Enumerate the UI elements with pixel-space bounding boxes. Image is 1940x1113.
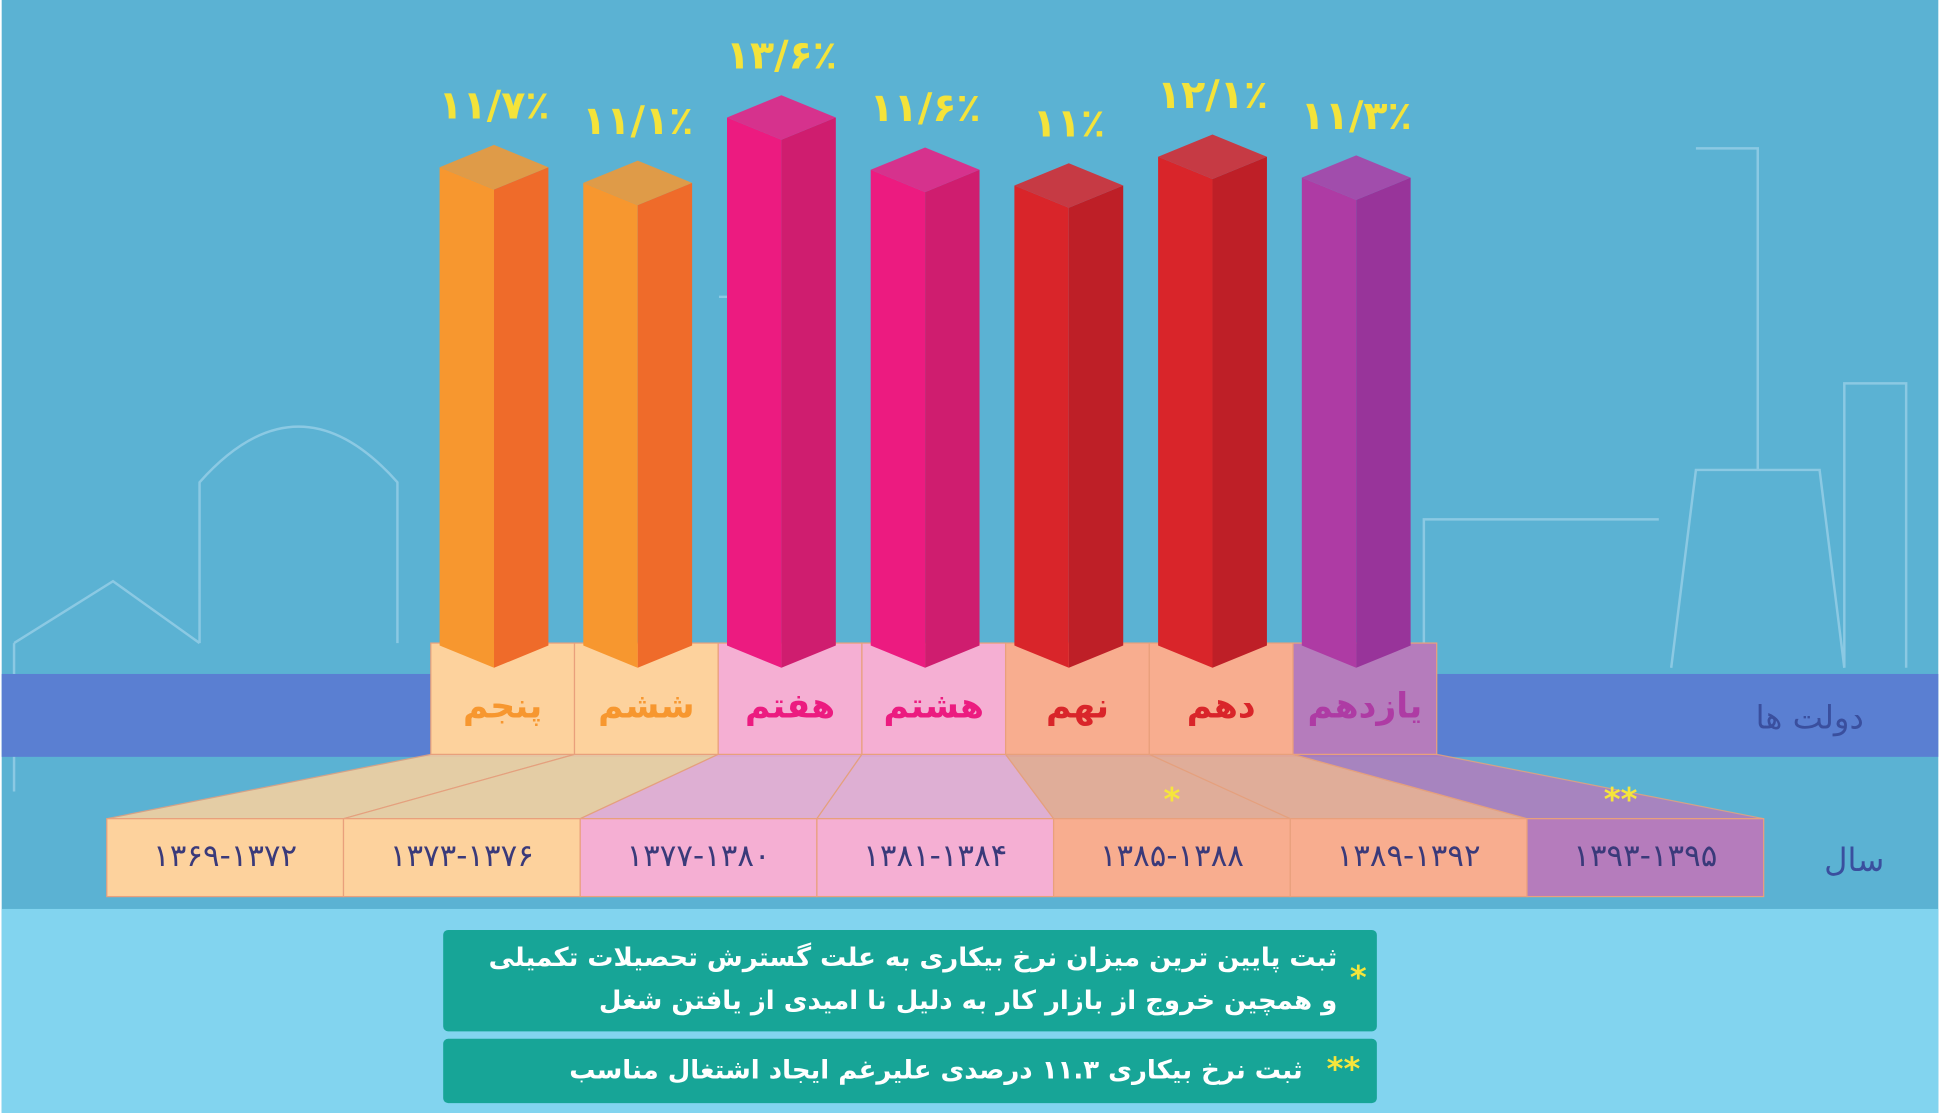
note-box: * ثبت پایین ترین میزان نرخ بیکاری به علت… [443, 929, 1377, 1032]
bar-side [637, 182, 693, 668]
value-label: ۱۱/۶٪ [870, 85, 981, 131]
bar-side [925, 169, 980, 668]
bar-side [781, 117, 836, 668]
bar-front [1014, 185, 1069, 668]
row-label: دولت ها [1756, 699, 1864, 737]
bar [1158, 134, 1267, 668]
x-tick-label: ۱۳۷۳-۱۳۷۶ [390, 838, 534, 874]
bar [726, 95, 836, 668]
bar-top [1301, 155, 1411, 200]
bar-front [583, 182, 638, 668]
bar-side [494, 167, 549, 668]
bar-top [439, 144, 549, 190]
bar [1301, 155, 1411, 668]
note-text: ثبت پایین ترین میزان نرخ بیکاری به علت گ… [489, 942, 1338, 973]
category-label: دهم [1187, 686, 1256, 726]
row-label: سال [1824, 841, 1884, 879]
note-text: و همچین خروج از بازار کار به دلیل نا امی… [599, 986, 1337, 1016]
year-cell [1052, 818, 1291, 898]
value-label: ۱۲/۱٪ [1157, 72, 1268, 118]
category-label: هفتم [745, 686, 835, 726]
bar-front [1158, 156, 1213, 668]
x-tick-label: ۱۳۷۷-۱۳۸۰ [627, 838, 771, 874]
year-cell [1289, 818, 1528, 898]
bar-front [439, 167, 495, 668]
year-cell [816, 818, 1055, 898]
year-marker: ** [1604, 780, 1638, 818]
x-tick-label: ۱۳۸۱-۱۳۸۴ [863, 838, 1007, 874]
bar-side [1212, 156, 1267, 668]
note-box: ** ثبت نرخ بیکاری ۱۱.۳ درصدی علیرغم ایجا… [443, 1038, 1377, 1104]
note-background [443, 1038, 1377, 1104]
bar-front [870, 169, 926, 668]
bar [439, 144, 549, 668]
x-tick-label: ۱۳۶۹-۱۳۷۲ [153, 838, 297, 874]
note-background [443, 929, 1377, 1032]
value-label: ۱۱/۷٪ [438, 82, 549, 128]
bar [870, 147, 980, 668]
year-cell [106, 818, 345, 898]
value-label: ۱۱٪ [1033, 101, 1105, 147]
x-tick-label: ۱۳۸۵-۱۳۸۸ [1100, 838, 1244, 874]
note-marker: ** [1327, 1050, 1361, 1088]
bar-top [870, 147, 980, 193]
bar [1014, 163, 1124, 668]
category-label: هشتم [884, 686, 984, 726]
bar-top [1014, 163, 1124, 208]
bar [583, 160, 693, 668]
bar-side [1068, 185, 1124, 668]
bar-side [1356, 177, 1411, 668]
x-tick-label: ۱۳۹۳-۱۳۹۵ [1573, 838, 1717, 874]
value-label: ۱۱/۱٪ [582, 98, 693, 144]
year-marker: * [1164, 780, 1181, 818]
category-label: پنجم [463, 686, 542, 726]
bar-front [1301, 177, 1357, 668]
value-label: ۱۳/۶٪ [726, 33, 837, 79]
bar-top [1158, 134, 1267, 179]
bar-front [726, 117, 782, 668]
year-cell [1526, 818, 1765, 898]
bar-top [726, 95, 836, 140]
bar-top [583, 160, 693, 206]
category-label: نهم [1046, 686, 1109, 726]
category-label: یازدهم [1307, 686, 1422, 726]
note-text: ثبت نرخ بیکاری ۱۱.۳ درصدی علیرغم ایجاد ا… [569, 1055, 1302, 1085]
value-label: ۱۱/۳٪ [1301, 93, 1412, 139]
category-label: ششم [598, 686, 694, 726]
year-cell [342, 818, 581, 898]
note-marker: * [1350, 958, 1367, 996]
x-tick-label: ۱۳۸۹-۱۳۹۲ [1337, 838, 1481, 874]
